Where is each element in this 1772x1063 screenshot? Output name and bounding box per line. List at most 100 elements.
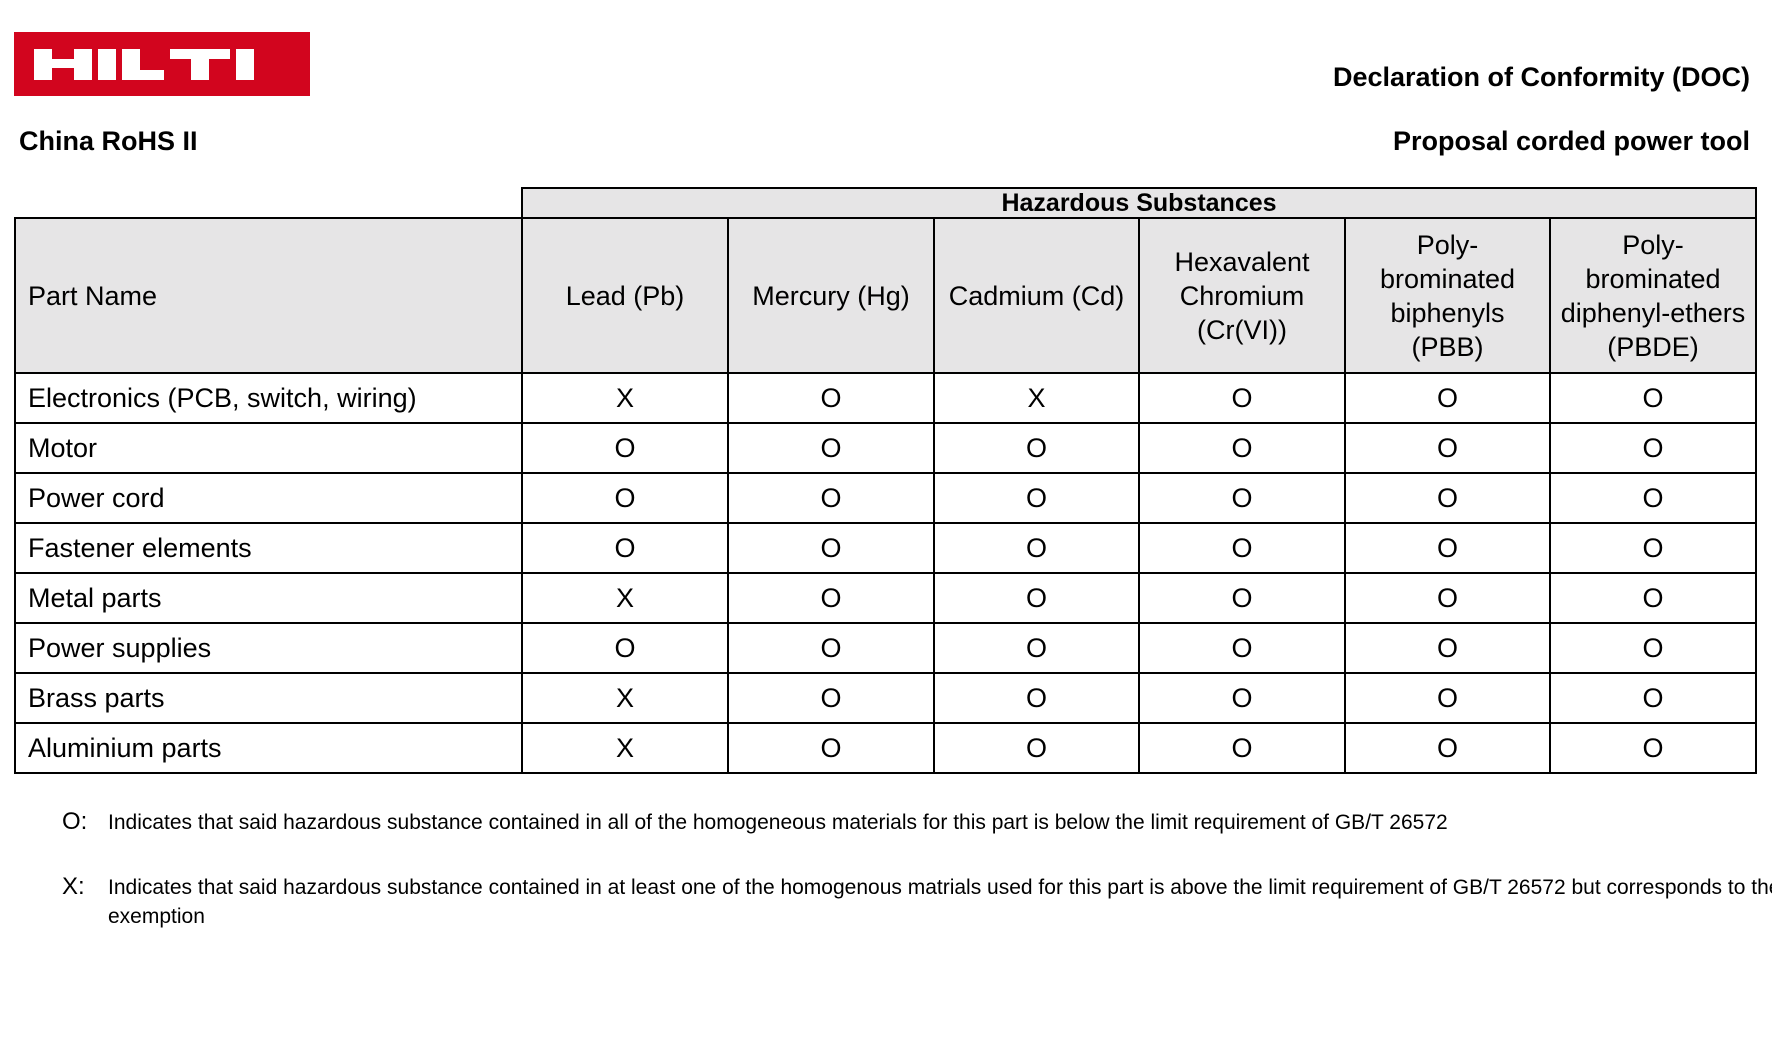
substance-cell: O [1138,622,1346,674]
column-header: Part Name [14,217,523,374]
substance-cell: O [1344,722,1551,774]
substance-cell: O [933,472,1140,524]
substance-cell: O [1549,522,1757,574]
note-symbol: X: [62,873,85,900]
column-header: Poly-brominated diphenyl-ethers (PBDE) [1549,217,1757,374]
table-row: Power cord O O O O O O [14,472,1757,524]
substance-cell: O [727,572,935,624]
column-header-line: brominated [1379,263,1516,294]
substance-cell: O [933,522,1140,574]
substance-cell: O [727,422,935,474]
substance-cell: O [727,372,935,424]
substance-cell: O [727,722,935,774]
table-row: Fastener elements O O O O O O [14,522,1757,574]
substance-cell: O [1344,422,1551,474]
substance-cell: O [727,472,935,524]
substance-cell: O [1549,372,1757,424]
substance-cell: O [521,472,729,524]
substance-cell: O [1138,572,1346,624]
part-name-cell: Motor [14,422,523,474]
column-header: Mercury (Hg) [727,217,935,374]
substance-cell: O [933,422,1140,474]
substance-cell: O [521,422,729,474]
note-text: Indicates that said hazardous substance … [108,876,1772,928]
table-row: Power supplies O O O O O O [14,622,1757,674]
substance-cell: X [521,572,729,624]
substance-cell: O [933,622,1140,674]
substance-cell: O [1344,522,1551,574]
substance-cell: O [1549,722,1757,774]
substance-cell: O [1344,472,1551,524]
column-header-line: Part Name [28,280,158,311]
column-header-line: Lead (Pb) [565,280,685,311]
substance-cell: O [1138,372,1346,424]
substance-cell: O [1549,572,1757,624]
substance-cell: O [1344,622,1551,674]
substance-cell: O [1138,422,1346,474]
part-name-cell: Aluminium parts [14,722,523,774]
substance-cell: O [933,572,1140,624]
hilti-logo-mark [34,49,254,80]
substance-cell: X [521,372,729,424]
column-header: Poly-brominated biphenyls (PBB) [1344,217,1551,374]
column-header-line: (PBDE) [1607,331,1699,362]
table-row: Metal parts X O O O O O [14,572,1757,624]
document-title: Declaration of Conformity (DOC) [1332,62,1750,92]
table-row: Brass parts X O O O O O [14,672,1757,724]
note-symbol: O: [62,808,88,835]
substance-cell: O [521,522,729,574]
table-row: Electronics (PCB, switch, wiring) X O X O O O [14,372,1757,424]
substance-cell: O [1138,472,1346,524]
column-header-row: Part Name Lead (Pb) Mercury (Hg) Cadmium (C… [14,217,1757,374]
group-header: Hazardous Substances [521,187,1757,219]
column-header-line: brominated [1585,263,1721,294]
column-header-line: Cadmium (Cd) [948,280,1125,311]
substance-cell: O [1138,722,1346,774]
legend-note-x: X: Indicates that said hazardous substan… [62,873,1772,931]
substance-cell: O [1138,672,1346,724]
substance-cell: O [1549,472,1757,524]
column-header-line: Mercury (Hg) [752,280,910,311]
column-header-line: (Cr(VI)) [1197,314,1287,345]
table-row: Motor O O O O O O [14,422,1757,474]
table-body: Electronics (PCB, switch, wiring) X O X O O O M… [14,372,1757,774]
substance-cell: X [521,672,729,724]
column-header: Lead (Pb) [521,217,729,374]
column-header-line: biphenyls [1390,297,1505,328]
blank-corner [15,188,522,219]
substance-cell: O [521,622,729,674]
regulation-title: China RoHS II [19,126,198,156]
substance-cell: O [727,672,935,724]
substance-cell: O [727,622,935,674]
column-header-line: Poly- [1622,229,1684,260]
legend-note-o: O: Indicates that said hazardous substan… [62,808,1772,837]
column-header-line: Hexavalent [1174,246,1310,277]
part-name-cell: Power cord [14,472,523,524]
substance-cell: O [1344,372,1551,424]
hilti-logo [14,32,310,96]
part-name-cell: Metal parts [14,572,523,624]
substance-cell: O [1138,522,1346,574]
substance-cell: O [727,522,935,574]
substance-cell: O [1549,672,1757,724]
substance-cell: O [1344,672,1551,724]
note-text: Indicates that said hazardous substance … [108,811,1448,834]
substance-cell: O [933,722,1140,774]
substance-cell: O [933,672,1140,724]
substance-cell: X [933,372,1140,424]
substance-cell: O [1549,622,1757,674]
column-header-line: Chromium [1179,280,1305,311]
part-name-cell: Fastener elements [14,522,523,574]
column-header-line: diphenyl-ethers [1560,297,1746,328]
column-header: Cadmium (Cd) [933,217,1140,374]
part-name-cell: Brass parts [14,672,523,724]
substance-cell: X [521,722,729,774]
column-header: Hexavalent Chromium (Cr(VI)) [1138,217,1346,374]
substance-cell: O [1549,422,1757,474]
hazardous-substances-table: Hazardous Substances Part Name Lead (Pb) M… [14,187,1757,774]
table-row: Aluminium parts X O O O O O [14,722,1757,774]
column-header-line: (PBB) [1411,331,1484,362]
substance-cell: O [1344,572,1551,624]
part-name-cell: Power supplies [14,622,523,674]
document-subtitle: Proposal corded power tool [1392,126,1750,156]
